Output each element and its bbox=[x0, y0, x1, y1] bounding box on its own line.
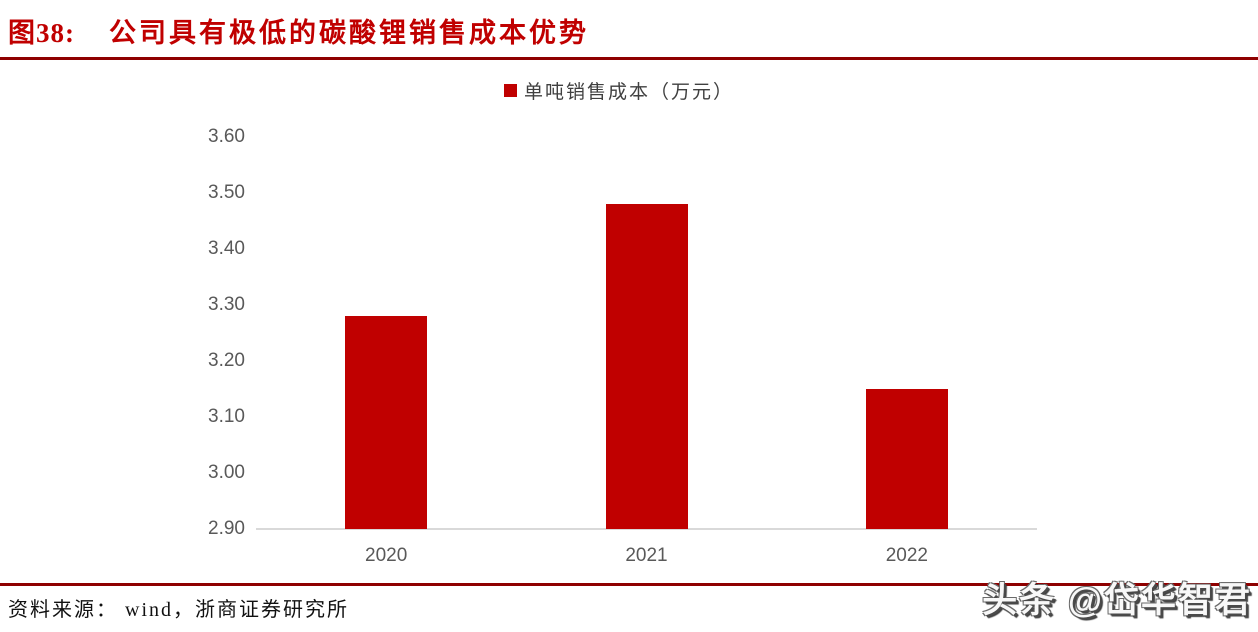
x-axis-label: 2020 bbox=[365, 545, 408, 566]
legend-label: 单吨销售成本（万元） bbox=[524, 82, 735, 103]
bar-2020 bbox=[345, 316, 428, 529]
legend-marker-square-icon bbox=[504, 84, 517, 97]
y-axis-tick-label: 3.20 bbox=[208, 350, 245, 371]
title-divider-line bbox=[0, 57, 1258, 60]
y-axis-tick-label: 3.40 bbox=[208, 238, 245, 259]
footer-divider-line bbox=[0, 583, 1258, 586]
y-axis-tick-label: 3.10 bbox=[208, 406, 245, 427]
y-axis-tick-label: 2.90 bbox=[208, 518, 245, 539]
source-note: 资料来源： wind，浙商证券研究所 bbox=[8, 599, 349, 621]
watermark-text: 头条 @岱华智君 bbox=[982, 581, 1252, 620]
x-axis-label: 2022 bbox=[885, 545, 928, 566]
y-axis-tick-label: 3.50 bbox=[208, 182, 245, 203]
x-axis-label: 2021 bbox=[625, 545, 668, 566]
bar-2021 bbox=[605, 204, 688, 529]
bar-2022 bbox=[865, 389, 948, 529]
figure-number: 图38: bbox=[8, 18, 75, 48]
figure-title: 公司具有极低的碳酸锂销售成本优势 bbox=[109, 18, 589, 48]
chart-legend: 单吨销售成本（万元） bbox=[504, 77, 734, 104]
y-axis-tick-label: 3.60 bbox=[208, 126, 245, 147]
y-axis-tick-label: 3.00 bbox=[208, 462, 245, 483]
x-axis-line bbox=[256, 528, 1037, 530]
figure-caption: 图38: 公司具有极低的碳酸锂销售成本优势 bbox=[8, 11, 589, 50]
y-axis-tick-label: 3.30 bbox=[208, 294, 245, 315]
